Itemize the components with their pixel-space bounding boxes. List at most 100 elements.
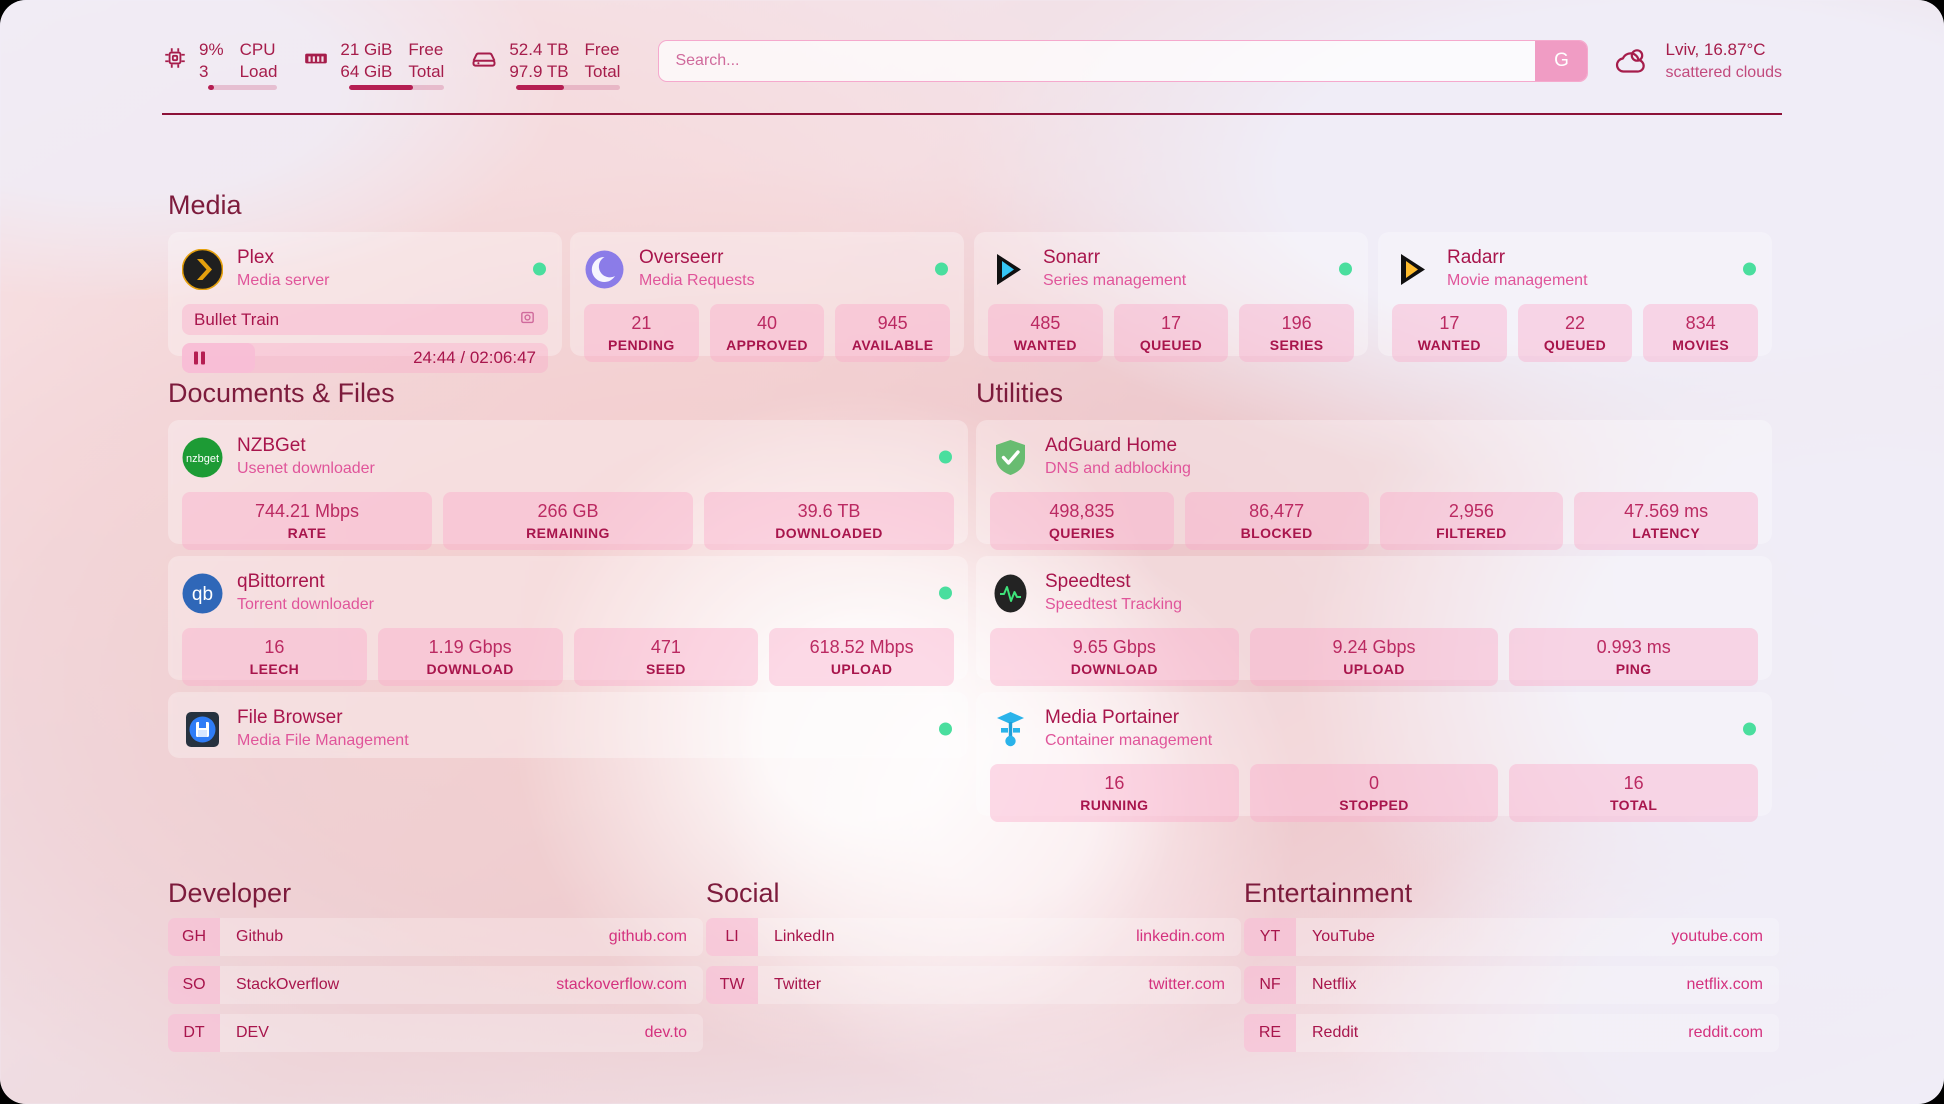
resource-widget-disk: 52.4 TB 97.9 TB Free Total — [470, 39, 621, 91]
service-card-plex[interactable]: Plex Media server Bullet Train 24 — [168, 232, 562, 373]
overseerr-stat-approved: 40 APPROVED — [709, 304, 825, 362]
stat-label: FILTERED — [1436, 524, 1507, 541]
cpu-label-bottom: Load — [239, 62, 278, 81]
stat-label: BLOCKED — [1240, 524, 1313, 541]
overseerr-stat-pending: 21 PENDING — [584, 304, 699, 362]
nzbget-name: NZBGet — [237, 435, 306, 457]
adguard-desc: DNS and adblocking — [1045, 459, 1191, 477]
stat-value: 17 — [1160, 313, 1182, 333]
bookmark-item-stackoverflow[interactable]: SO StackOverflow stackoverflow.com — [168, 966, 703, 1004]
bookmark-item-youtube[interactable]: YT YouTube youtube.com — [1244, 918, 1779, 956]
plex-duration: 02:06:47 — [469, 348, 536, 367]
nzbget-stat-remaining: 266 GB REMAINING — [443, 492, 693, 550]
search-submit-button[interactable]: G — [1535, 41, 1588, 81]
bookmark-name: Netflix — [1312, 976, 1357, 993]
bookmark-abbr: RE — [1244, 1014, 1296, 1052]
memory-label-top: Free — [408, 39, 444, 59]
stat-value: 834 — [1685, 313, 1716, 333]
bookmark-list-entertainment: YT YouTube youtube.com NF Netflix netfli… — [1244, 918, 1779, 1052]
portainer-icon — [990, 709, 1031, 750]
memory-icon — [303, 39, 329, 71]
bookmark-item-netflix[interactable]: NF Netflix netflix.com — [1244, 966, 1779, 1004]
nzbget-stat-downloaded: 39.6 TB DOWNLOADED — [704, 492, 954, 550]
bookmark-name: LinkedIn — [774, 928, 835, 945]
bookmark-abbr: LI — [706, 918, 758, 956]
weather-condition: scattered clouds — [1665, 63, 1782, 81]
stat-label: DOWNLOAD — [426, 660, 514, 677]
search-box[interactable]: G — [658, 40, 1589, 82]
cpu-label-top: CPU — [239, 39, 276, 59]
plex-elapsed: 24:44 — [413, 348, 456, 367]
plex-name: Plex — [237, 247, 274, 269]
bookmark-item-reddit[interactable]: RE Reddit reddit.com — [1244, 1014, 1779, 1052]
qbittorrent-stat-upload: 618.52 Mbps UPLOAD — [769, 628, 954, 686]
disk-icon — [470, 39, 498, 73]
speedtest-desc: Speedtest Tracking — [1045, 595, 1182, 613]
plex-now-playing-row: Bullet Train — [182, 304, 548, 335]
stat-label: UPLOAD — [830, 660, 893, 677]
bookmark-url: stackoverflow.com — [556, 976, 687, 993]
adguard-stat-queries: 498,835 QUERIES — [990, 492, 1174, 550]
radarr-icon — [1392, 249, 1433, 290]
svg-text:nzbget: nzbget — [186, 453, 219, 465]
service-card-speedtest[interactable]: Speedtest Speedtest Tracking 9.65 Gbps D… — [976, 556, 1772, 686]
service-card-radarr[interactable]: Radarr Movie management 17 WANTED 22 QUE… — [1378, 232, 1772, 362]
sonarr-name: Sonarr — [1043, 247, 1101, 269]
bookmark-name: DEV — [236, 1024, 269, 1041]
bookmark-item-github[interactable]: GH Github github.com — [168, 918, 703, 956]
service-card-qbittorrent[interactable]: qb qBittorrent Torrent downloader 16 LEE… — [168, 556, 968, 686]
stat-value: 16 — [1623, 773, 1644, 793]
disk-label-top: Free — [584, 39, 620, 59]
stat-value: 16 — [264, 637, 285, 657]
memory-total-value: 64 GiB — [340, 62, 393, 81]
file-browser-desc: Media File Management — [237, 731, 409, 749]
qbittorrent-stat-seed: 471 SEED — [573, 628, 759, 686]
bookmark-item-twitter[interactable]: TW Twitter twitter.com — [706, 966, 1241, 1004]
bookmark-item-linkedin[interactable]: LI LinkedIn linkedin.com — [706, 918, 1241, 956]
stat-label: TOTAL — [1609, 796, 1658, 813]
sonarr-icon — [988, 249, 1029, 290]
nzbget-status-indicator — [939, 450, 952, 464]
stat-label: STOPPED — [1339, 796, 1409, 813]
stat-value: 39.6 TB — [797, 501, 861, 521]
media-portainer-desc: Container management — [1045, 731, 1213, 749]
adguard-stat-filtered: 2,956 FILTERED — [1379, 492, 1564, 550]
stat-label: LATENCY — [1632, 524, 1701, 541]
service-card-sonarr[interactable]: Sonarr Series management 485 WANTED 17 Q… — [974, 232, 1368, 362]
stat-label: WANTED — [1417, 336, 1481, 353]
service-card-overseerr[interactable]: Overseerr Media Requests 21 PENDING 40 A… — [570, 232, 964, 362]
service-card-adguard-home[interactable]: AdGuard Home DNS and adblocking 498,835 … — [976, 420, 1772, 550]
speedtest-name: Speedtest — [1045, 571, 1131, 593]
bookmark-item-dev[interactable]: DT DEV dev.to — [168, 1014, 703, 1052]
file-browser-status-indicator — [939, 722, 952, 736]
service-card-nzbget[interactable]: nzbget NZBGet Usenet downloader 744.21 M… — [168, 420, 968, 550]
service-card-file-browser[interactable]: File Browser Media File Management — [168, 692, 968, 758]
disk-usage-bar — [516, 85, 621, 91]
speedtest-icon — [990, 573, 1031, 614]
radarr-stat-movies: 834 MOVIES — [1643, 304, 1759, 362]
sonarr-status-indicator — [1339, 262, 1352, 276]
stat-label: DOWNLOADED — [775, 524, 883, 541]
plex-progress-bar[interactable]: 24:44 / 02:06:47 — [182, 343, 548, 373]
header-divider — [162, 113, 1782, 115]
bookmark-name: Twitter — [774, 976, 822, 993]
service-card-media-portainer[interactable]: Media Portainer Container management 16 … — [976, 692, 1772, 822]
section-title-utilities: Utilities — [976, 378, 1064, 408]
bookmark-url: github.com — [608, 928, 687, 945]
bookmark-list-developer: GH Github github.com SO StackOverflow st… — [168, 918, 703, 1052]
stat-label: SERIES — [1269, 336, 1324, 353]
bookmark-url: youtube.com — [1671, 928, 1763, 945]
search-input[interactable] — [659, 41, 1536, 81]
plex-cast-icon[interactable] — [519, 309, 536, 331]
cpu-load-value: 3 — [199, 62, 209, 81]
bookmark-name: Github — [236, 928, 284, 945]
radarr-desc: Movie management — [1447, 271, 1588, 289]
bookmark-abbr: NF — [1244, 966, 1296, 1004]
plex-status-indicator — [533, 262, 546, 276]
media-portainer-name: Media Portainer — [1045, 707, 1180, 729]
bookmark-name: YouTube — [1312, 928, 1375, 945]
adguard-stat-latency: 47.569 ms LATENCY — [1574, 492, 1758, 550]
radarr-stat-wanted: 17 WANTED — [1392, 304, 1507, 362]
stat-value: 266 GB — [537, 501, 599, 521]
stat-value: 485 — [1030, 313, 1061, 333]
